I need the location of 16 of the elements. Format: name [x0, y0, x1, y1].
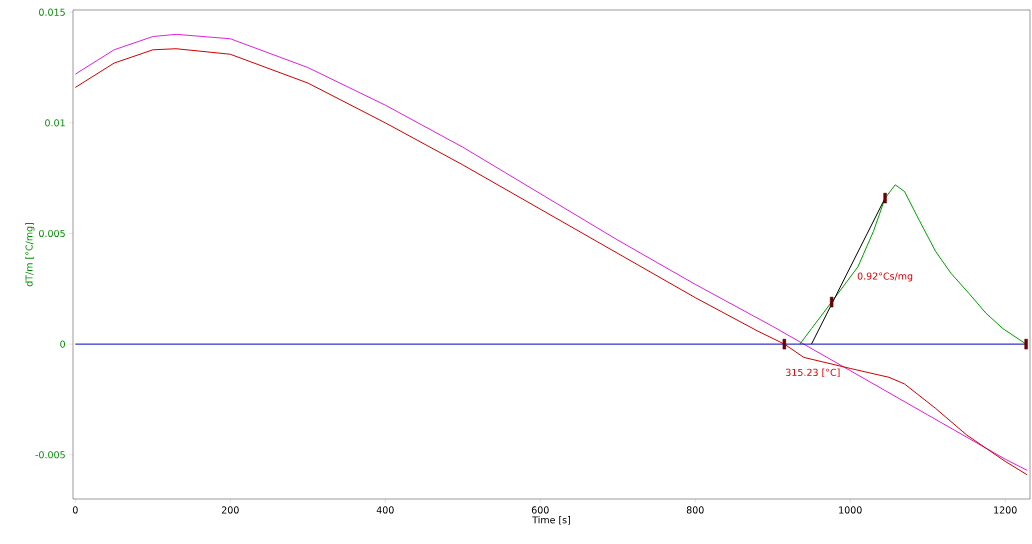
x-tick-label: 400 [376, 506, 394, 514]
y-tick-label: -0.005 [35, 451, 65, 459]
y-tick-label: 0.015 [39, 8, 65, 16]
x-axis-title: Time [s] [532, 516, 570, 525]
y-axis-title: dT/m [°C/mg] [25, 223, 35, 287]
annotation: 0.92°Cs/mg [857, 272, 913, 282]
x-tick-label: 1200 [994, 506, 1017, 514]
x-tick-label: 0 [72, 506, 78, 514]
y-tick-label: 0.005 [39, 229, 65, 238]
x-tick-label: 800 [686, 506, 704, 514]
x-tick-label: 600 [531, 506, 549, 514]
x-tick-label: 1000 [839, 506, 862, 514]
x-tick-label: 200 [221, 506, 239, 514]
y-tick-label: 0 [60, 340, 65, 348]
y-tick-label: 0.01 [45, 119, 65, 127]
annotation: 315.23 [°C] [786, 368, 840, 378]
